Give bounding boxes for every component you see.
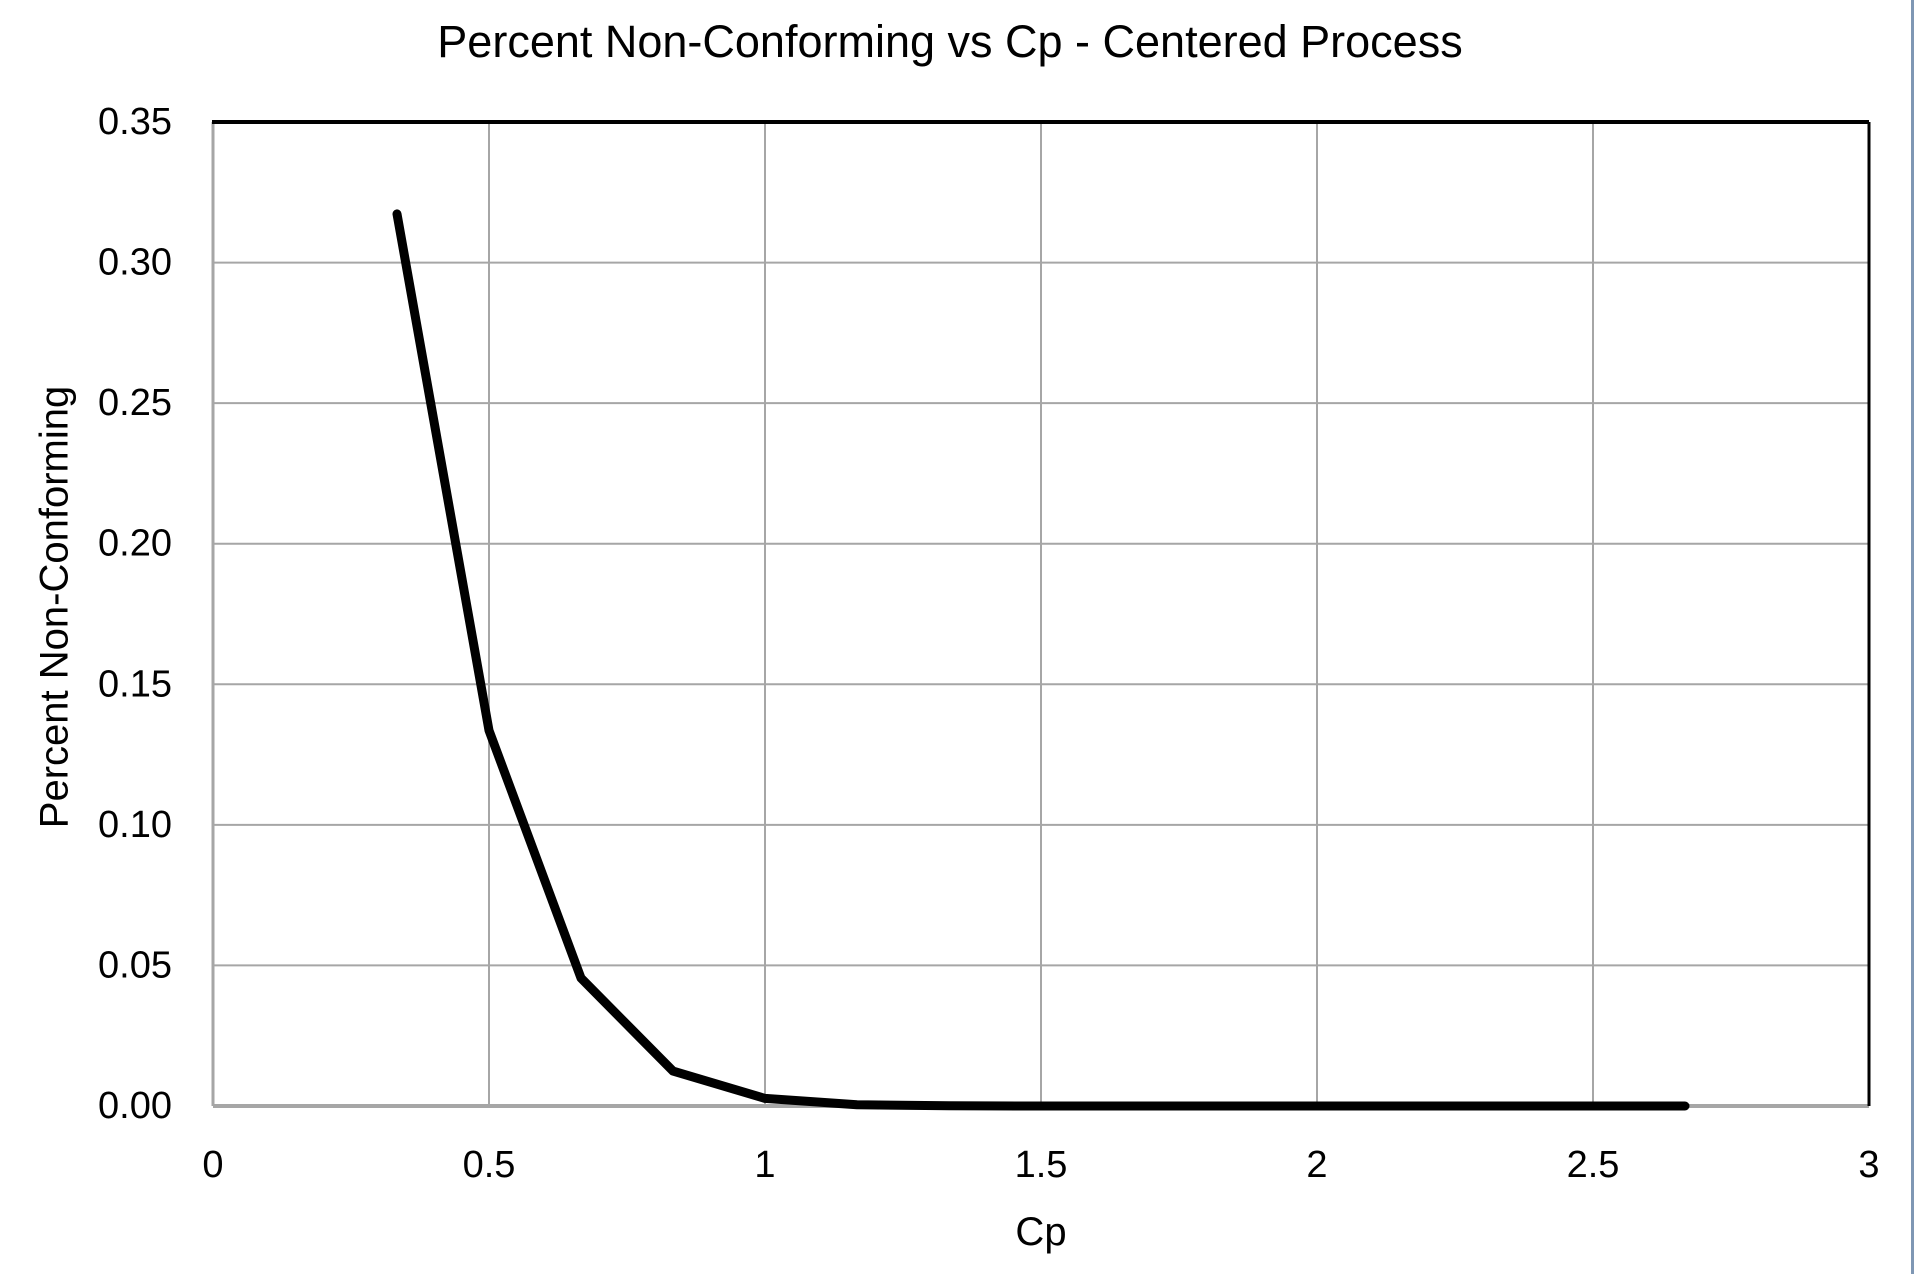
chart-title: Percent Non-Conforming vs Cp - Centered … [437,16,1463,67]
y-tick-label: 0.35 [98,101,172,143]
y-tick-label: 0.00 [98,1085,172,1127]
x-tick-label: 3 [1858,1144,1879,1186]
window-edge-line [1911,0,1914,1274]
x-tick-label: 0 [202,1144,223,1186]
y-tick-label: 0.15 [98,663,172,705]
x-tick-label: 1 [754,1144,775,1186]
series-line [392,209,1690,1111]
y-axis-title: Percent Non-Conforming [32,385,77,829]
x-axis-title: Cp [1015,1210,1067,1254]
y-tick-label: 0.30 [98,242,172,284]
y-tick-label: 0.05 [98,944,172,986]
x-tick-label: 2 [1306,1144,1327,1186]
y-tick-label: 0.10 [98,804,172,846]
y-tick-label: 0.25 [98,382,172,424]
y-tick-label: 0.20 [98,523,172,565]
x-tick-label: 0.5 [463,1144,516,1186]
x-tick-label: 1.5 [1015,1144,1068,1186]
x-tick-label: 2.5 [1567,1144,1620,1186]
